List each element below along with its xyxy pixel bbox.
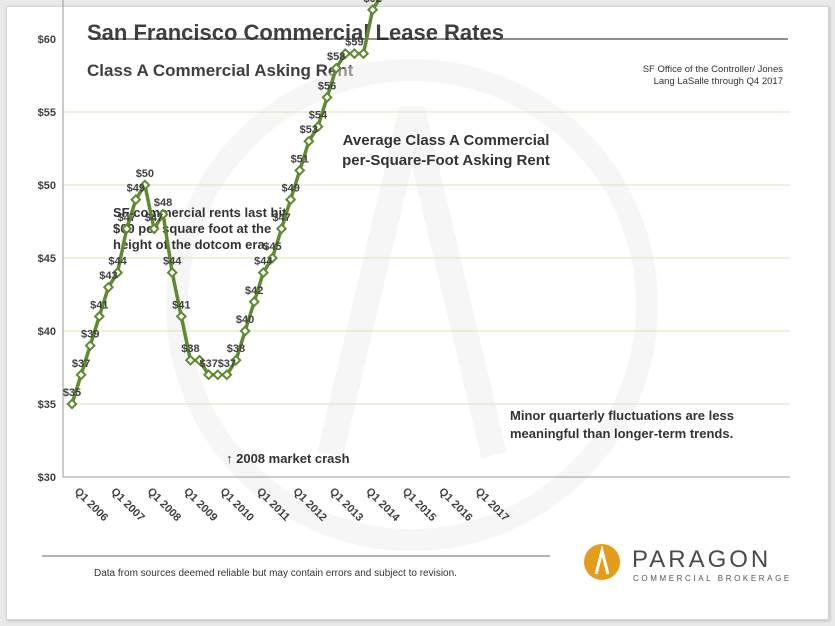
data-point (230, 354, 242, 366)
data-point (321, 91, 333, 104)
data-label: $48 (154, 197, 172, 209)
y-tick-label: $30 (38, 472, 56, 484)
data-point (212, 369, 224, 381)
reference-note: height of the dotcom era. (113, 237, 268, 252)
data-label: $44 (254, 256, 273, 268)
x-tick-label: Q1 2009 (181, 486, 219, 524)
fluctuation-note: meaningful than longer-term trends. (510, 426, 733, 441)
data-point (312, 120, 324, 133)
data-point (248, 296, 260, 308)
page-subtitle: Class A Commercial Asking Rent (87, 61, 354, 80)
reference-note: SF commercial rents last hit (113, 205, 287, 220)
data-label: $51 (291, 153, 309, 165)
data-point (93, 310, 105, 323)
source-line-1: SF Office of the Controller/ Jones (642, 64, 783, 75)
data-label: $47 (145, 212, 163, 224)
watermark-logo (166, 59, 658, 551)
data-label: $41 (172, 299, 190, 311)
x-tick-label: Q1 2016 (436, 486, 474, 524)
data-point (339, 47, 351, 60)
data-point (130, 193, 142, 206)
data-label: $35 (63, 387, 81, 399)
data-point (275, 223, 288, 235)
data-label: $38 (227, 343, 245, 355)
crash-annotation: ↑ 2008 market crash (226, 451, 350, 466)
source-line-2: Lang LaSalle through Q4 2017 (653, 76, 783, 87)
fluctuation-note: Minor quarterly fluctuations are less (510, 408, 734, 423)
page-title: San Francisco Commercial Lease Rates (87, 20, 504, 45)
data-point (294, 164, 306, 177)
data-label: $59 (345, 37, 363, 49)
y-tick-label: $55 (38, 107, 56, 119)
data-point (66, 398, 78, 410)
data-point (175, 310, 187, 323)
data-point (193, 354, 206, 366)
data-label: $45 (263, 241, 281, 253)
data-label: $39 (81, 329, 99, 341)
data-label: $56 (318, 80, 336, 92)
paragon-mark-icon (584, 544, 620, 580)
data-label: $49 (281, 183, 299, 195)
data-point (184, 354, 197, 366)
data-point (221, 369, 233, 381)
data-point (102, 281, 115, 293)
chart-title: Average Class A Commercial (343, 132, 550, 149)
data-point (203, 369, 215, 381)
data-point (303, 135, 315, 147)
data-point (357, 47, 370, 60)
data-point (84, 339, 96, 352)
data-point (330, 62, 342, 74)
data-label: $47 (117, 212, 135, 224)
data-label: $43 (99, 270, 117, 282)
data-label: $53 (300, 124, 318, 136)
data-label: $62 (363, 0, 381, 5)
x-tick-label: Q1 2006 (72, 486, 110, 524)
data-point (266, 252, 279, 264)
data-label: $58 (327, 51, 345, 63)
y-tick-label: $60 (38, 34, 56, 46)
data-label: $41 (90, 299, 108, 311)
data-label: $54 (309, 110, 328, 122)
chart-title: per-Square-Foot Asking Rent (342, 152, 550, 169)
data-point (157, 208, 169, 220)
y-tick-label: $45 (38, 253, 56, 265)
x-tick-label: Q1 2008 (145, 486, 183, 524)
data-label: $37 (218, 358, 236, 370)
y-tick-label: $35 (38, 399, 56, 411)
data-label: $42 (245, 285, 263, 297)
x-tick-label: Q1 2010 (218, 486, 256, 524)
data-point (285, 193, 297, 206)
x-tick-label: Q1 2015 (400, 486, 438, 524)
data-label: $44 (108, 256, 127, 268)
y-tick-label: $50 (38, 180, 56, 192)
logo-tagline: COMMERCIAL BROKERAGE (633, 574, 792, 583)
data-label: $50 (136, 168, 154, 180)
x-tick-label: Q1 2014 (363, 486, 402, 525)
data-point (148, 223, 160, 235)
paragon-logo: PARAGON COMMERCIAL BROKERAGE (584, 544, 794, 588)
data-point (166, 266, 178, 279)
y-tick-label: $40 (38, 326, 56, 338)
data-point (75, 369, 87, 381)
data-label: $37 (72, 358, 90, 370)
logo-name: PARAGON (632, 546, 772, 573)
data-label: $37 (199, 358, 217, 370)
data-point (239, 325, 251, 337)
data-point (121, 223, 133, 235)
data-point (367, 4, 379, 16)
data-label: $38 (181, 343, 199, 355)
data-label: $44 (163, 256, 182, 268)
reference-note: $60 per square foot at the (113, 221, 271, 236)
source-note: SF Office of the Controller/ Jones Lang … (563, 64, 783, 88)
data-label: $40 (236, 314, 254, 326)
data-point (111, 266, 124, 279)
data-point (257, 266, 269, 279)
footer-disclaimer: Data from sources deemed reliable but ma… (94, 568, 457, 579)
data-point (139, 179, 151, 191)
data-label: $49 (127, 183, 145, 195)
data-label: $47 (272, 212, 290, 224)
data-point (348, 47, 361, 60)
x-tick-label: Q1 2007 (108, 486, 146, 524)
